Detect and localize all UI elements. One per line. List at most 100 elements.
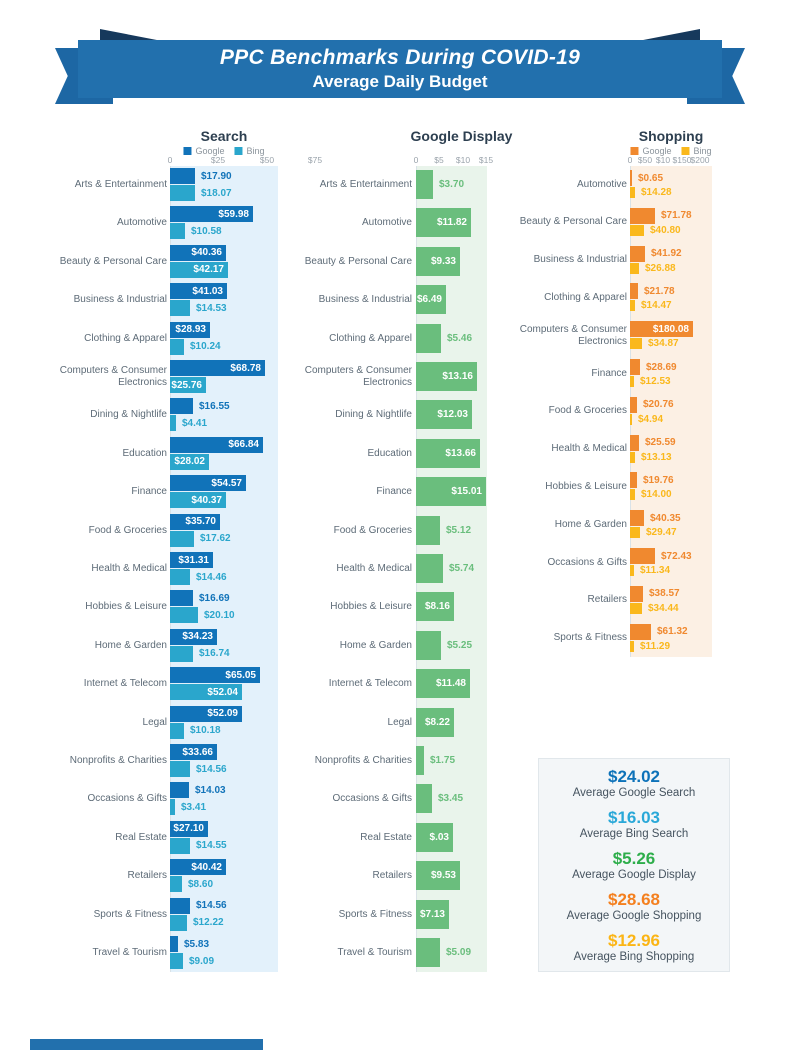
category-label: Retailers: [127, 870, 167, 882]
category-label: Beauty & Personal Care: [304, 255, 412, 267]
bar-value: $25.76: [171, 379, 202, 391]
shopping-bar: [630, 640, 634, 652]
category-label: Nonprofits & Charities: [314, 754, 412, 766]
category-label: Business & Industrial: [318, 294, 412, 306]
axis-tick: $5: [434, 155, 444, 165]
bar-value: $9.53: [430, 870, 456, 882]
chart-row: Computers & Consumer Electronics $180.08 $…: [515, 317, 800, 355]
display-bar: $13.66: [416, 438, 480, 468]
bar-value: $14.46: [196, 571, 227, 583]
chart-row: Automotive $59.98 $10.58: [55, 204, 390, 242]
search-bar: [170, 936, 178, 952]
legend-label: Bing: [693, 146, 712, 156]
category-label: Clothing & Apparel: [329, 332, 412, 344]
bar-value: $16.69: [199, 592, 230, 604]
search-bar: [170, 876, 182, 893]
shopping-bar: [630, 472, 637, 489]
footer-ribbon-partial: [30, 1039, 263, 1050]
search-bar: $35.70: [170, 513, 220, 530]
search-bar: $40.42: [170, 859, 226, 876]
bar-value: $10.24: [190, 341, 221, 353]
display-bar: [416, 323, 441, 353]
shopping-bar: [630, 283, 638, 300]
bar-value: $8.16: [424, 601, 450, 613]
bar-value: $35.70: [185, 516, 216, 528]
chart-row: Dining & Nightlife $16.55 $4.41: [55, 396, 390, 434]
display-bar: $11.82: [416, 208, 471, 238]
bar-value: $41.92: [651, 248, 682, 260]
shopping-legend: Google Bing: [630, 146, 712, 156]
shopping-bar: [630, 187, 635, 198]
display-bar: [416, 630, 441, 660]
search-bar: [170, 897, 190, 914]
bar-value: $180.08: [652, 323, 689, 335]
chart-row: Arts & Entertainment $17.90 $18.07: [55, 166, 390, 204]
bar-value: $5.46: [447, 332, 473, 344]
search-bar: [170, 569, 190, 585]
search-bar: $33.66: [170, 744, 217, 760]
ribbon-band: PPC Benchmarks During COVID-19 Average D…: [78, 40, 722, 98]
search-bar: [170, 338, 184, 355]
chart-row: Computers & Consumer Electronics $68.78 $2…: [55, 358, 390, 396]
search-bar: $25.76: [170, 377, 206, 393]
bar-value: $20.10: [204, 609, 235, 621]
category-label: Real Estate: [115, 831, 167, 843]
bar-value: $21.78: [644, 285, 675, 297]
bar-value: $26.88: [645, 262, 676, 274]
axis-tick: $75: [307, 155, 323, 165]
category-label: Legal: [387, 716, 412, 728]
shopping-bar: [630, 170, 632, 186]
bar-value: $13.16: [442, 371, 473, 382]
bar-value: $40.80: [650, 224, 681, 236]
search-bar: [170, 645, 193, 662]
search-bar: $42.17: [170, 261, 228, 278]
search-bar: $52.09: [170, 705, 242, 722]
bar-value: $52.04: [207, 686, 238, 698]
bar-value: $5.25: [447, 639, 473, 651]
category-label: Internet & Telecom: [328, 678, 412, 690]
axis-tick: $15: [478, 155, 494, 165]
display-bar: $12.03: [416, 400, 472, 430]
chart-row: Retailers $38.57 $34.44: [515, 582, 800, 620]
display-bar: $6.49: [416, 285, 446, 315]
category-label: Retailers: [587, 594, 627, 606]
google-display-chart: Google Display 0 $5 $10 $15 Arts & Entertainm…: [300, 128, 635, 988]
chart-row: Health & Medical $31.31 $14.46: [55, 550, 390, 588]
bar-value: $1.75: [430, 755, 456, 766]
display-bar: [416, 938, 440, 967]
chart-row: Food & Groceries $35.70 $17.62: [55, 512, 390, 550]
bar-value: $17.62: [200, 533, 231, 545]
bar-value: $40.36: [191, 247, 222, 259]
shopping-bar: [630, 565, 634, 576]
chart-row: Retailers $9.53: [300, 857, 635, 895]
display-bar: $7.13: [416, 899, 449, 929]
chart-row: Internet & Telecom $65.05 $52.04: [55, 665, 390, 703]
search-bar: $40.36: [170, 244, 226, 261]
search-bar: [170, 415, 176, 432]
chart-row: Legal $52.09 $10.18: [55, 704, 390, 742]
category-label: Finance: [131, 486, 167, 498]
chart-row: Travel & Tourism $5.83 $9.09: [55, 934, 390, 972]
shopping-bar: [630, 510, 644, 527]
category-label: Internet & Telecom: [83, 678, 167, 690]
bar-value: $40.42: [191, 861, 222, 873]
bar-value: $9.33: [430, 255, 456, 267]
category-label: Hobbies & Leisure: [330, 601, 412, 613]
category-label: Computers & Consumer Electronics: [304, 364, 412, 389]
search-bar: $28.02: [170, 453, 209, 470]
shopping-bar: [630, 262, 639, 274]
summary-item: $28.68 Average Google Shopping: [539, 890, 729, 922]
axis-tick: $200: [690, 155, 710, 165]
bar-value: $5.09: [446, 947, 472, 958]
chart-row: Education $13.66: [300, 435, 635, 473]
category-label: Beauty & Personal Care: [519, 216, 627, 228]
chart-row: Computers & Consumer Electronics $13.16: [300, 358, 635, 396]
legend-item-google: Google: [183, 146, 225, 156]
search-bar: $52.04: [170, 684, 242, 701]
chart-row: Finance $28.69 $12.53: [515, 355, 800, 393]
search-bar: $66.84: [170, 436, 263, 453]
bar-value: $7.13: [419, 908, 445, 920]
shopping-bar: [630, 376, 634, 387]
summary-value: $24.02: [608, 766, 660, 786]
chart-row: Sports & Fitness $7.13: [300, 896, 635, 934]
